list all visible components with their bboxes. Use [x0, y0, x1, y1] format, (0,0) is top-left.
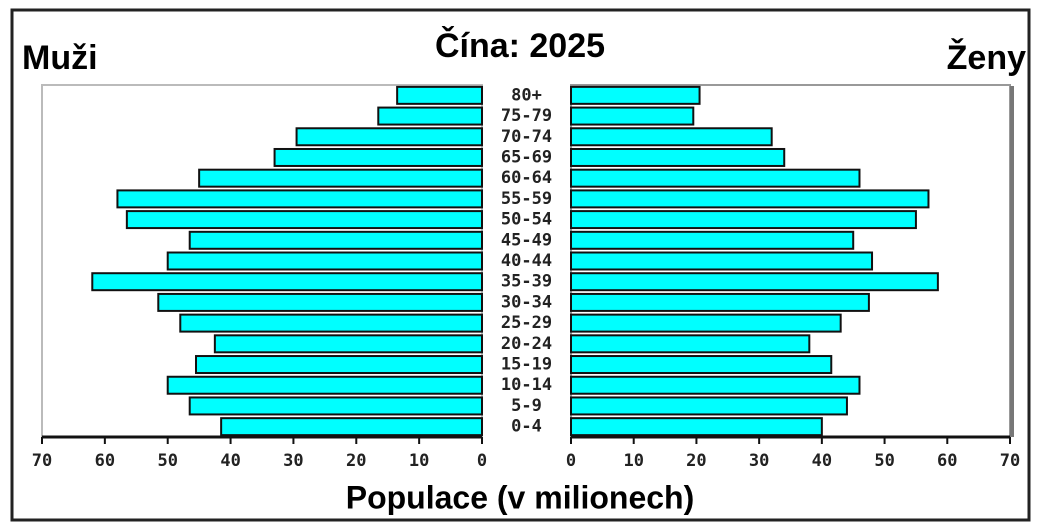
x-tick-label: 40: [812, 451, 832, 471]
category-label: 0-4: [511, 417, 542, 437]
bar: [570, 355, 833, 375]
bar: [188, 396, 483, 416]
bar: [157, 292, 484, 312]
bar: [570, 251, 874, 271]
left-series-label: Muži: [22, 39, 98, 77]
bar: [570, 147, 786, 167]
bar: [570, 292, 870, 312]
bar: [570, 168, 861, 188]
x-tick-label: 10: [623, 451, 643, 471]
bar: [220, 417, 483, 437]
bar: [377, 106, 483, 126]
x-tick-label: 20: [346, 451, 366, 471]
x-tick-label: 50: [157, 451, 177, 471]
bar: [125, 210, 483, 230]
bar: [570, 106, 695, 126]
category-label: 25-29: [501, 313, 552, 333]
category-label: 10-14: [501, 375, 552, 395]
bar: [570, 210, 917, 230]
x-tick-label: 70: [32, 451, 52, 471]
bar: [273, 147, 484, 167]
category-label: 30-34: [501, 292, 552, 312]
bar: [570, 417, 823, 437]
x-tick-label: 40: [220, 451, 240, 471]
category-label: 55-59: [501, 189, 552, 209]
bar: [570, 85, 701, 105]
category-label: 65-69: [501, 147, 552, 167]
category-label: 75-79: [501, 106, 552, 126]
x-tick-label: 60: [937, 451, 957, 471]
bar: [570, 272, 939, 292]
category-label: 15-19: [501, 355, 552, 375]
category-label: 20-24: [501, 334, 552, 354]
x-tick-label: 20: [686, 451, 706, 471]
bar: [570, 396, 848, 416]
x-tick-label: 0: [566, 451, 576, 471]
bar: [570, 313, 842, 333]
bar: [396, 85, 483, 105]
bar: [570, 375, 861, 395]
x-tick-label: 50: [874, 451, 894, 471]
bar: [188, 230, 483, 250]
category-label: 80+: [511, 85, 542, 105]
chart-title: Čína: 2025: [435, 26, 605, 65]
category-label: 45-49: [501, 230, 552, 250]
bar: [179, 313, 484, 333]
right-series-label: Ženy: [947, 39, 1026, 77]
bar: [195, 355, 483, 375]
bar: [116, 189, 484, 209]
x-tick-label: 30: [283, 451, 303, 471]
category-label: 40-44: [501, 251, 552, 271]
x-tick-label: 70: [1000, 451, 1020, 471]
bar: [166, 375, 483, 395]
bar: [295, 127, 484, 147]
bar: [213, 334, 483, 354]
bar: [570, 189, 930, 209]
x-tick-label: 60: [95, 451, 115, 471]
bar: [198, 168, 483, 188]
bar: [166, 251, 483, 271]
x-tick-label: 0: [477, 451, 487, 471]
category-label: 50-54: [501, 210, 552, 230]
category-label: 60-64: [501, 168, 552, 188]
x-tick-label: 30: [749, 451, 769, 471]
category-label: 35-39: [501, 272, 552, 292]
bar: [570, 127, 773, 147]
bar: [570, 230, 855, 250]
bar: [91, 272, 484, 292]
x-axis-label: Populace (v milionech): [346, 479, 695, 515]
x-tick-label: 10: [409, 451, 429, 471]
bar: [570, 334, 811, 354]
category-label: 5-9: [511, 396, 542, 416]
category-label: 70-74: [501, 127, 552, 147]
